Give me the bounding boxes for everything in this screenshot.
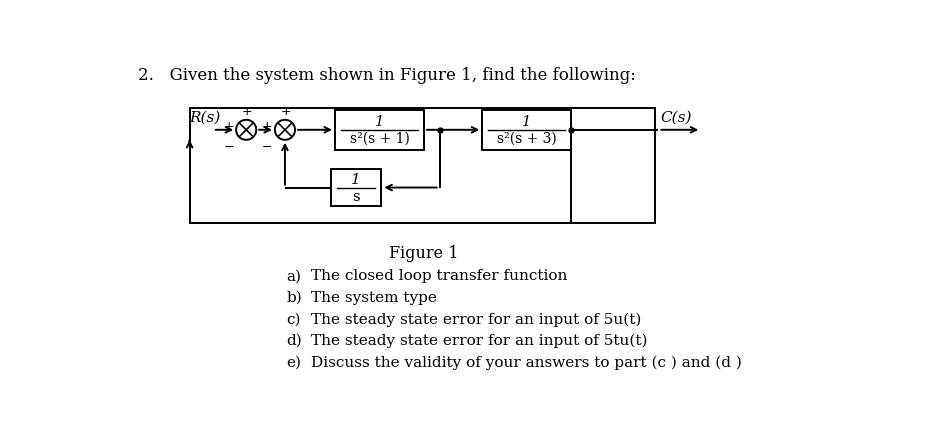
Text: −: − [223,141,234,154]
Text: d): d) [286,334,302,348]
Text: s: s [352,190,360,204]
Bar [482,110,571,150]
Text: s²(s + 1): s²(s + 1) [349,132,409,146]
Text: +: + [280,105,291,118]
Bar [331,169,381,206]
Text: The steady state error for an input of 5tu(t): The steady state error for an input of 5… [311,334,647,348]
Circle shape [274,120,295,140]
Text: The steady state error for an input of 5u(t): The steady state error for an input of 5… [311,312,641,326]
Text: +: + [261,120,273,133]
Text: b): b) [286,291,302,305]
Text: The closed loop transfer function: The closed loop transfer function [311,269,567,283]
Text: −: − [261,141,273,154]
Text: a): a) [286,269,301,283]
Text: 1: 1 [351,173,361,187]
Text: 1: 1 [375,115,384,129]
Text: s²(s + 3): s²(s + 3) [496,132,556,146]
Text: 1: 1 [522,115,531,129]
Text: c): c) [286,312,300,326]
Text: e): e) [286,356,301,370]
Text: Discuss the validity of your answers to part (c ) and (d ): Discuss the validity of your answers to … [311,356,742,370]
Text: C(s): C(s) [659,110,691,125]
Text: Figure 1: Figure 1 [389,245,458,261]
Text: +: + [222,120,234,133]
Text: The system type: The system type [311,291,437,305]
Bar [335,110,424,150]
Text: +: + [241,105,252,118]
Text: R(s): R(s) [189,110,221,125]
Text: 2.   Given the system shown in Figure 1, find the following:: 2. Given the system shown in Figure 1, f… [137,66,635,84]
Bar [189,108,654,223]
Circle shape [235,120,256,140]
